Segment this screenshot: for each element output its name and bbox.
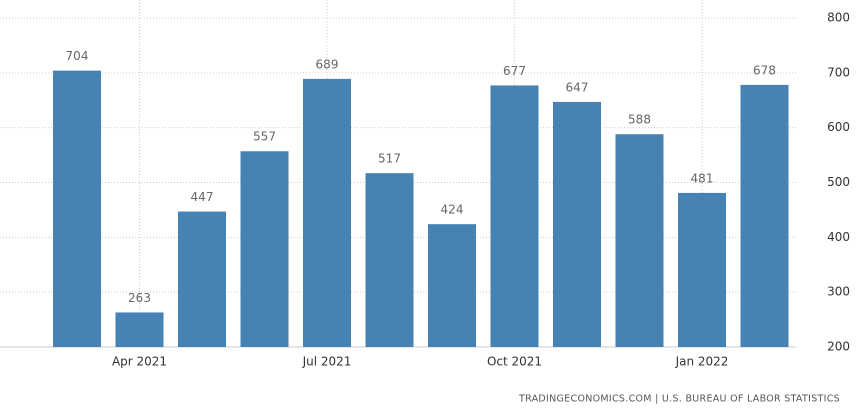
bar xyxy=(615,134,664,347)
data-label: 678 xyxy=(753,63,776,77)
data-label: 517 xyxy=(378,152,401,166)
bar xyxy=(740,84,789,347)
data-label: 481 xyxy=(691,171,714,185)
bar xyxy=(115,312,164,347)
x-tick-label: Jul 2021 xyxy=(302,355,352,369)
y-tick-label: 200 xyxy=(827,340,850,354)
x-tick-label: Apr 2021 xyxy=(112,355,167,369)
x-tick-label: Jan 2022 xyxy=(675,355,729,369)
data-label: 647 xyxy=(566,80,589,94)
y-tick-label: 600 xyxy=(827,120,850,134)
bar xyxy=(365,173,414,347)
bar xyxy=(428,224,476,347)
data-label: 263 xyxy=(128,291,151,305)
y-tick-label: 800 xyxy=(827,11,850,25)
bar xyxy=(303,78,351,348)
data-label: 447 xyxy=(191,190,214,204)
data-label: 424 xyxy=(441,203,464,217)
bar xyxy=(178,211,226,347)
data-label: 689 xyxy=(316,57,339,71)
data-label: 588 xyxy=(628,113,651,127)
bar xyxy=(678,192,726,347)
x-tick-label: Oct 2021 xyxy=(487,355,542,369)
y-tick-label: 500 xyxy=(827,175,850,189)
bar xyxy=(240,151,289,347)
bar xyxy=(490,85,539,347)
bar xyxy=(553,101,601,348)
data-label: 704 xyxy=(66,49,89,63)
y-tick-label: 700 xyxy=(827,65,850,79)
source: TRADINGECONOMICS.COM | U.S. BUREAU OF LA… xyxy=(518,394,840,405)
y-tick-label: 300 xyxy=(827,285,850,299)
bar xyxy=(53,70,101,347)
y-tick-label: 400 xyxy=(827,230,850,244)
data-label: 557 xyxy=(253,130,276,144)
data-label: 677 xyxy=(503,64,526,78)
